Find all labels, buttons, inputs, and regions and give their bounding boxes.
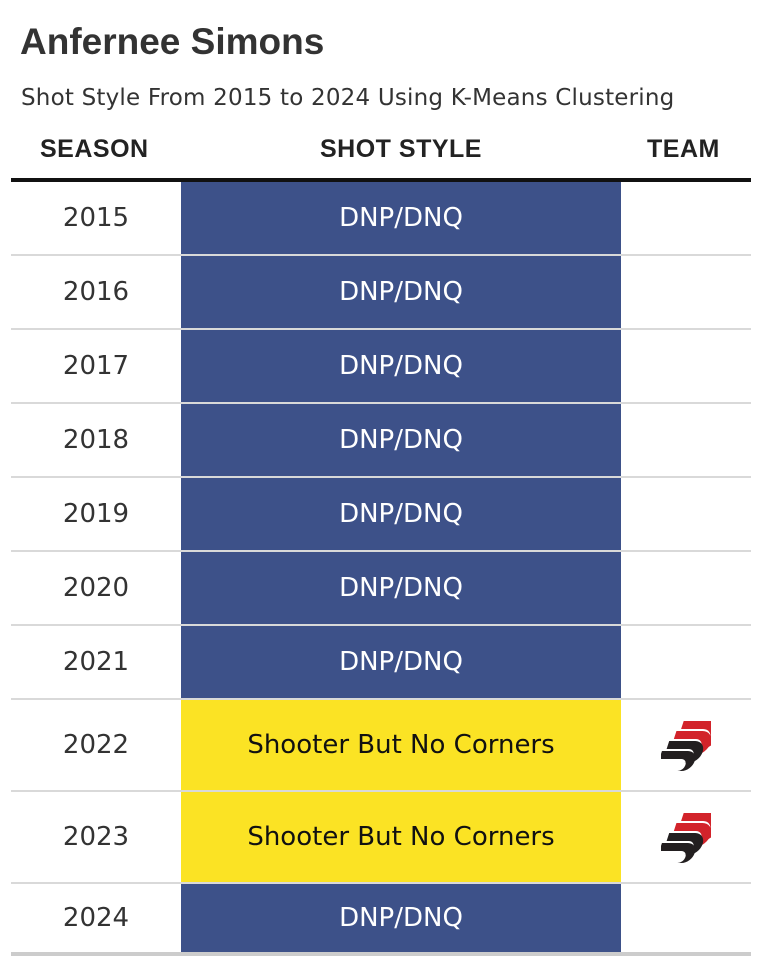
table-row: 2020 DNP/DNQ: [11, 552, 751, 626]
shot-style-cell: DNP/DNQ: [181, 404, 621, 476]
table-row: 2022 Shooter But No Corners: [11, 700, 751, 792]
season-cell: 2020: [62, 573, 130, 603]
team-cell: [621, 330, 751, 402]
season-cell: 2016: [62, 277, 130, 307]
chart-subtitle: Shot Style From 2015 to 2024 Using K-Mea…: [21, 85, 675, 111]
table-header: SEASON SHOT STYLE TEAM: [11, 128, 751, 182]
team-cell: [621, 626, 751, 698]
shot-style-cell: DNP/DNQ: [181, 626, 621, 698]
shot-style-cell: DNP/DNQ: [181, 884, 621, 952]
team-cell: [621, 182, 751, 254]
shot-style-cell: DNP/DNQ: [181, 552, 621, 624]
season-cell: 2019: [62, 499, 130, 529]
table-row: 2019 DNP/DNQ: [11, 478, 751, 552]
table-row: 2018 DNP/DNQ: [11, 404, 751, 478]
column-header-season: SEASON: [40, 135, 149, 163]
season-cell: 2021: [62, 647, 130, 677]
team-cell: [621, 700, 751, 790]
season-cell: 2024: [62, 903, 130, 933]
shot-style-cell: DNP/DNQ: [181, 182, 621, 254]
team-cell: [621, 884, 751, 952]
column-header-shot-style: SHOT STYLE: [320, 135, 482, 163]
trail-blazers-logo-icon: [661, 721, 711, 771]
shot-style-cell: DNP/DNQ: [181, 478, 621, 550]
team-cell: [621, 404, 751, 476]
season-cell: 2018: [62, 425, 130, 455]
team-cell: [621, 792, 751, 882]
shot-style-cell: Shooter But No Corners: [181, 700, 621, 790]
table-row: 2016 DNP/DNQ: [11, 256, 751, 330]
column-header-team: TEAM: [647, 135, 720, 163]
shot-style-cell: Shooter But No Corners: [181, 792, 621, 882]
team-cell: [621, 552, 751, 624]
chart-title: Anfernee Simons: [20, 21, 325, 62]
table-row: 2017 DNP/DNQ: [11, 330, 751, 404]
season-cell: 2023: [62, 822, 130, 852]
season-cell: 2017: [62, 351, 130, 381]
shot-style-table: SEASON SHOT STYLE TEAM 2015 DNP/DNQ 2016 DN…: [11, 128, 751, 956]
shot-style-cell: DNP/DNQ: [181, 330, 621, 402]
team-cell: [621, 256, 751, 328]
season-cell: 2022: [62, 730, 130, 760]
table-row: 2023 Shooter But No Corners: [11, 792, 751, 884]
table-row: 2024 DNP/DNQ: [11, 884, 751, 956]
table-body: 2015 DNP/DNQ 2016 DNP/DNQ 2017 DNP/DNQ 2018 DNP…: [11, 182, 751, 956]
table-row: 2015 DNP/DNQ: [11, 182, 751, 256]
shot-style-cell: DNP/DNQ: [181, 256, 621, 328]
season-cell: 2015: [62, 203, 130, 233]
team-cell: [621, 478, 751, 550]
table-row: 2021 DNP/DNQ: [11, 626, 751, 700]
trail-blazers-logo-icon: [661, 813, 711, 863]
